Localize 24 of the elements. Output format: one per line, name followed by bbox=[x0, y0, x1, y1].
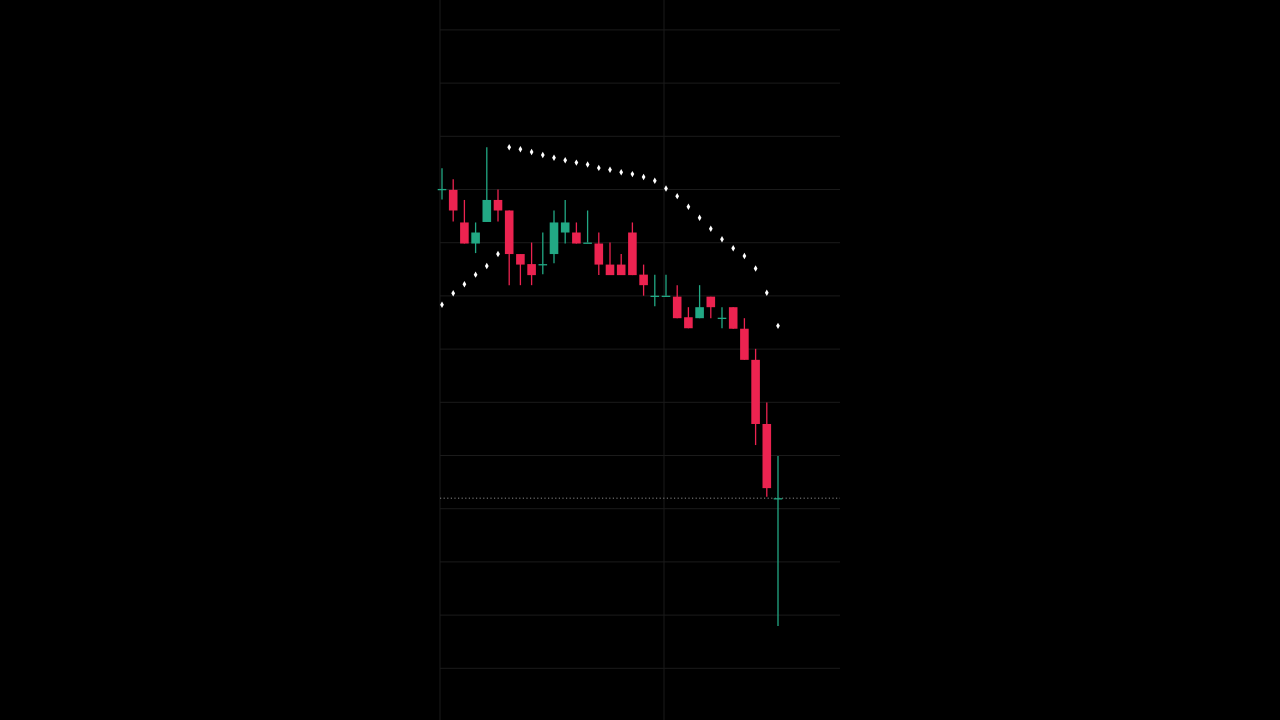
candlestick bbox=[594, 231, 604, 276]
candlestick bbox=[471, 221, 480, 254]
candlestick bbox=[527, 241, 536, 286]
candlestick bbox=[482, 146, 492, 223]
point bbox=[473, 271, 478, 278]
point bbox=[697, 214, 702, 221]
candlestick bbox=[672, 284, 682, 319]
candlestick bbox=[448, 178, 458, 223]
point bbox=[563, 157, 568, 164]
point bbox=[708, 225, 713, 232]
candlestick bbox=[516, 253, 525, 286]
point bbox=[686, 203, 691, 210]
point bbox=[574, 159, 579, 166]
candlestick bbox=[639, 263, 648, 297]
candlestick bbox=[460, 199, 469, 245]
point bbox=[753, 265, 758, 272]
point bbox=[451, 290, 456, 297]
point bbox=[731, 245, 736, 252]
point bbox=[585, 161, 590, 168]
candlestick bbox=[572, 221, 581, 245]
candlestick bbox=[728, 306, 738, 330]
point bbox=[507, 144, 512, 151]
candlestick bbox=[560, 199, 570, 245]
candlestick bbox=[695, 284, 704, 319]
